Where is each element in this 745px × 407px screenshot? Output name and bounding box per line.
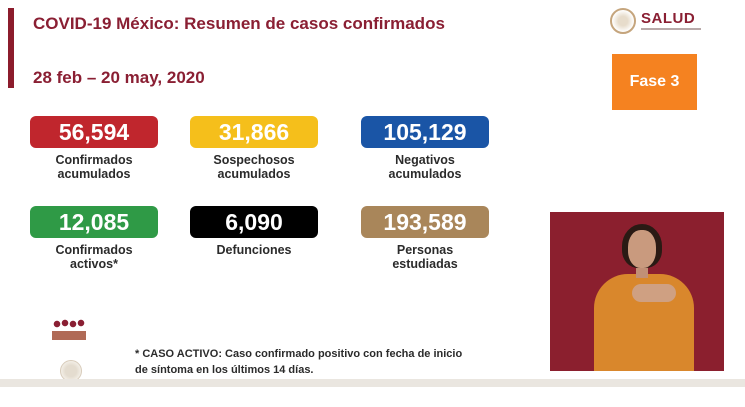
interpreter-head — [628, 230, 656, 268]
stat-label-line2: estudiadas — [392, 257, 458, 271]
stat-label-line2: acumulados — [57, 167, 131, 181]
stat-activos-value: 12,085 — [30, 206, 158, 238]
stat-sospechosos: 31,866 Sospechosos acumulados — [190, 116, 318, 181]
stat-defunciones-label: Defunciones — [190, 243, 318, 257]
phase-badge: Fase 3 — [612, 54, 697, 110]
stat-negativos-label: Negativos acumulados — [361, 153, 489, 181]
salud-logo-subtitle-line — [641, 28, 701, 30]
stat-confirmados: 56,594 Confirmados acumulados — [30, 116, 158, 181]
footnote-line2: de síntoma en los últimos 14 días. — [135, 364, 314, 376]
stat-label-line1: Sospechosos — [213, 153, 295, 167]
stat-personas-label: Personas estudiadas — [361, 243, 489, 271]
stat-confirmados-label: Confirmados acumulados — [30, 153, 158, 181]
date-range: 28 feb – 20 may, 2020 — [33, 68, 205, 87]
salud-logo: SALUD — [610, 8, 710, 40]
page-title: COVID-19 México: Resumen de casos confir… — [33, 14, 445, 33]
stat-activos: 12,085 Confirmados activos* — [30, 206, 158, 271]
stat-sospechosos-label: Sospechosos acumulados — [190, 153, 318, 181]
stat-activos-label: Confirmados activos* — [30, 243, 158, 271]
stat-label-line1: Personas — [396, 243, 454, 257]
heroes-illustration-icon — [52, 318, 86, 340]
footnote-line1: * CASO ACTIVO: Caso confirmado positivo … — [135, 348, 463, 360]
stat-label-line1: Negativos — [395, 153, 455, 167]
stat-confirmados-value: 56,594 — [30, 116, 158, 148]
stat-label-line1: Confirmados — [55, 243, 133, 257]
footnote: * CASO ACTIVO: Caso confirmado positivo … — [135, 346, 515, 378]
stat-label-line1: Defunciones — [216, 243, 292, 257]
salud-seal-icon — [610, 8, 636, 34]
stat-negativos-value: 105,129 — [361, 116, 489, 148]
stat-sospechosos-value: 31,866 — [190, 116, 318, 148]
footer-strip — [0, 379, 745, 387]
stat-personas: 193,589 Personas estudiadas — [361, 206, 489, 271]
stat-label-line1: Confirmados — [55, 153, 133, 167]
stat-negativos: 105,129 Negativos acumulados — [361, 116, 489, 181]
stat-defunciones-value: 6,090 — [190, 206, 318, 238]
stat-defunciones: 6,090 Defunciones — [190, 206, 318, 257]
interpreter-hands — [632, 284, 676, 302]
sign-language-interpreter-video — [550, 212, 724, 371]
stat-label-line2: activos* — [70, 257, 118, 271]
stat-label-line2: acumulados — [388, 167, 462, 181]
title-accent-bar — [8, 8, 14, 88]
stat-label-line2: acumulados — [217, 167, 291, 181]
stat-personas-value: 193,589 — [361, 206, 489, 238]
salud-logo-text: SALUD — [641, 10, 696, 27]
